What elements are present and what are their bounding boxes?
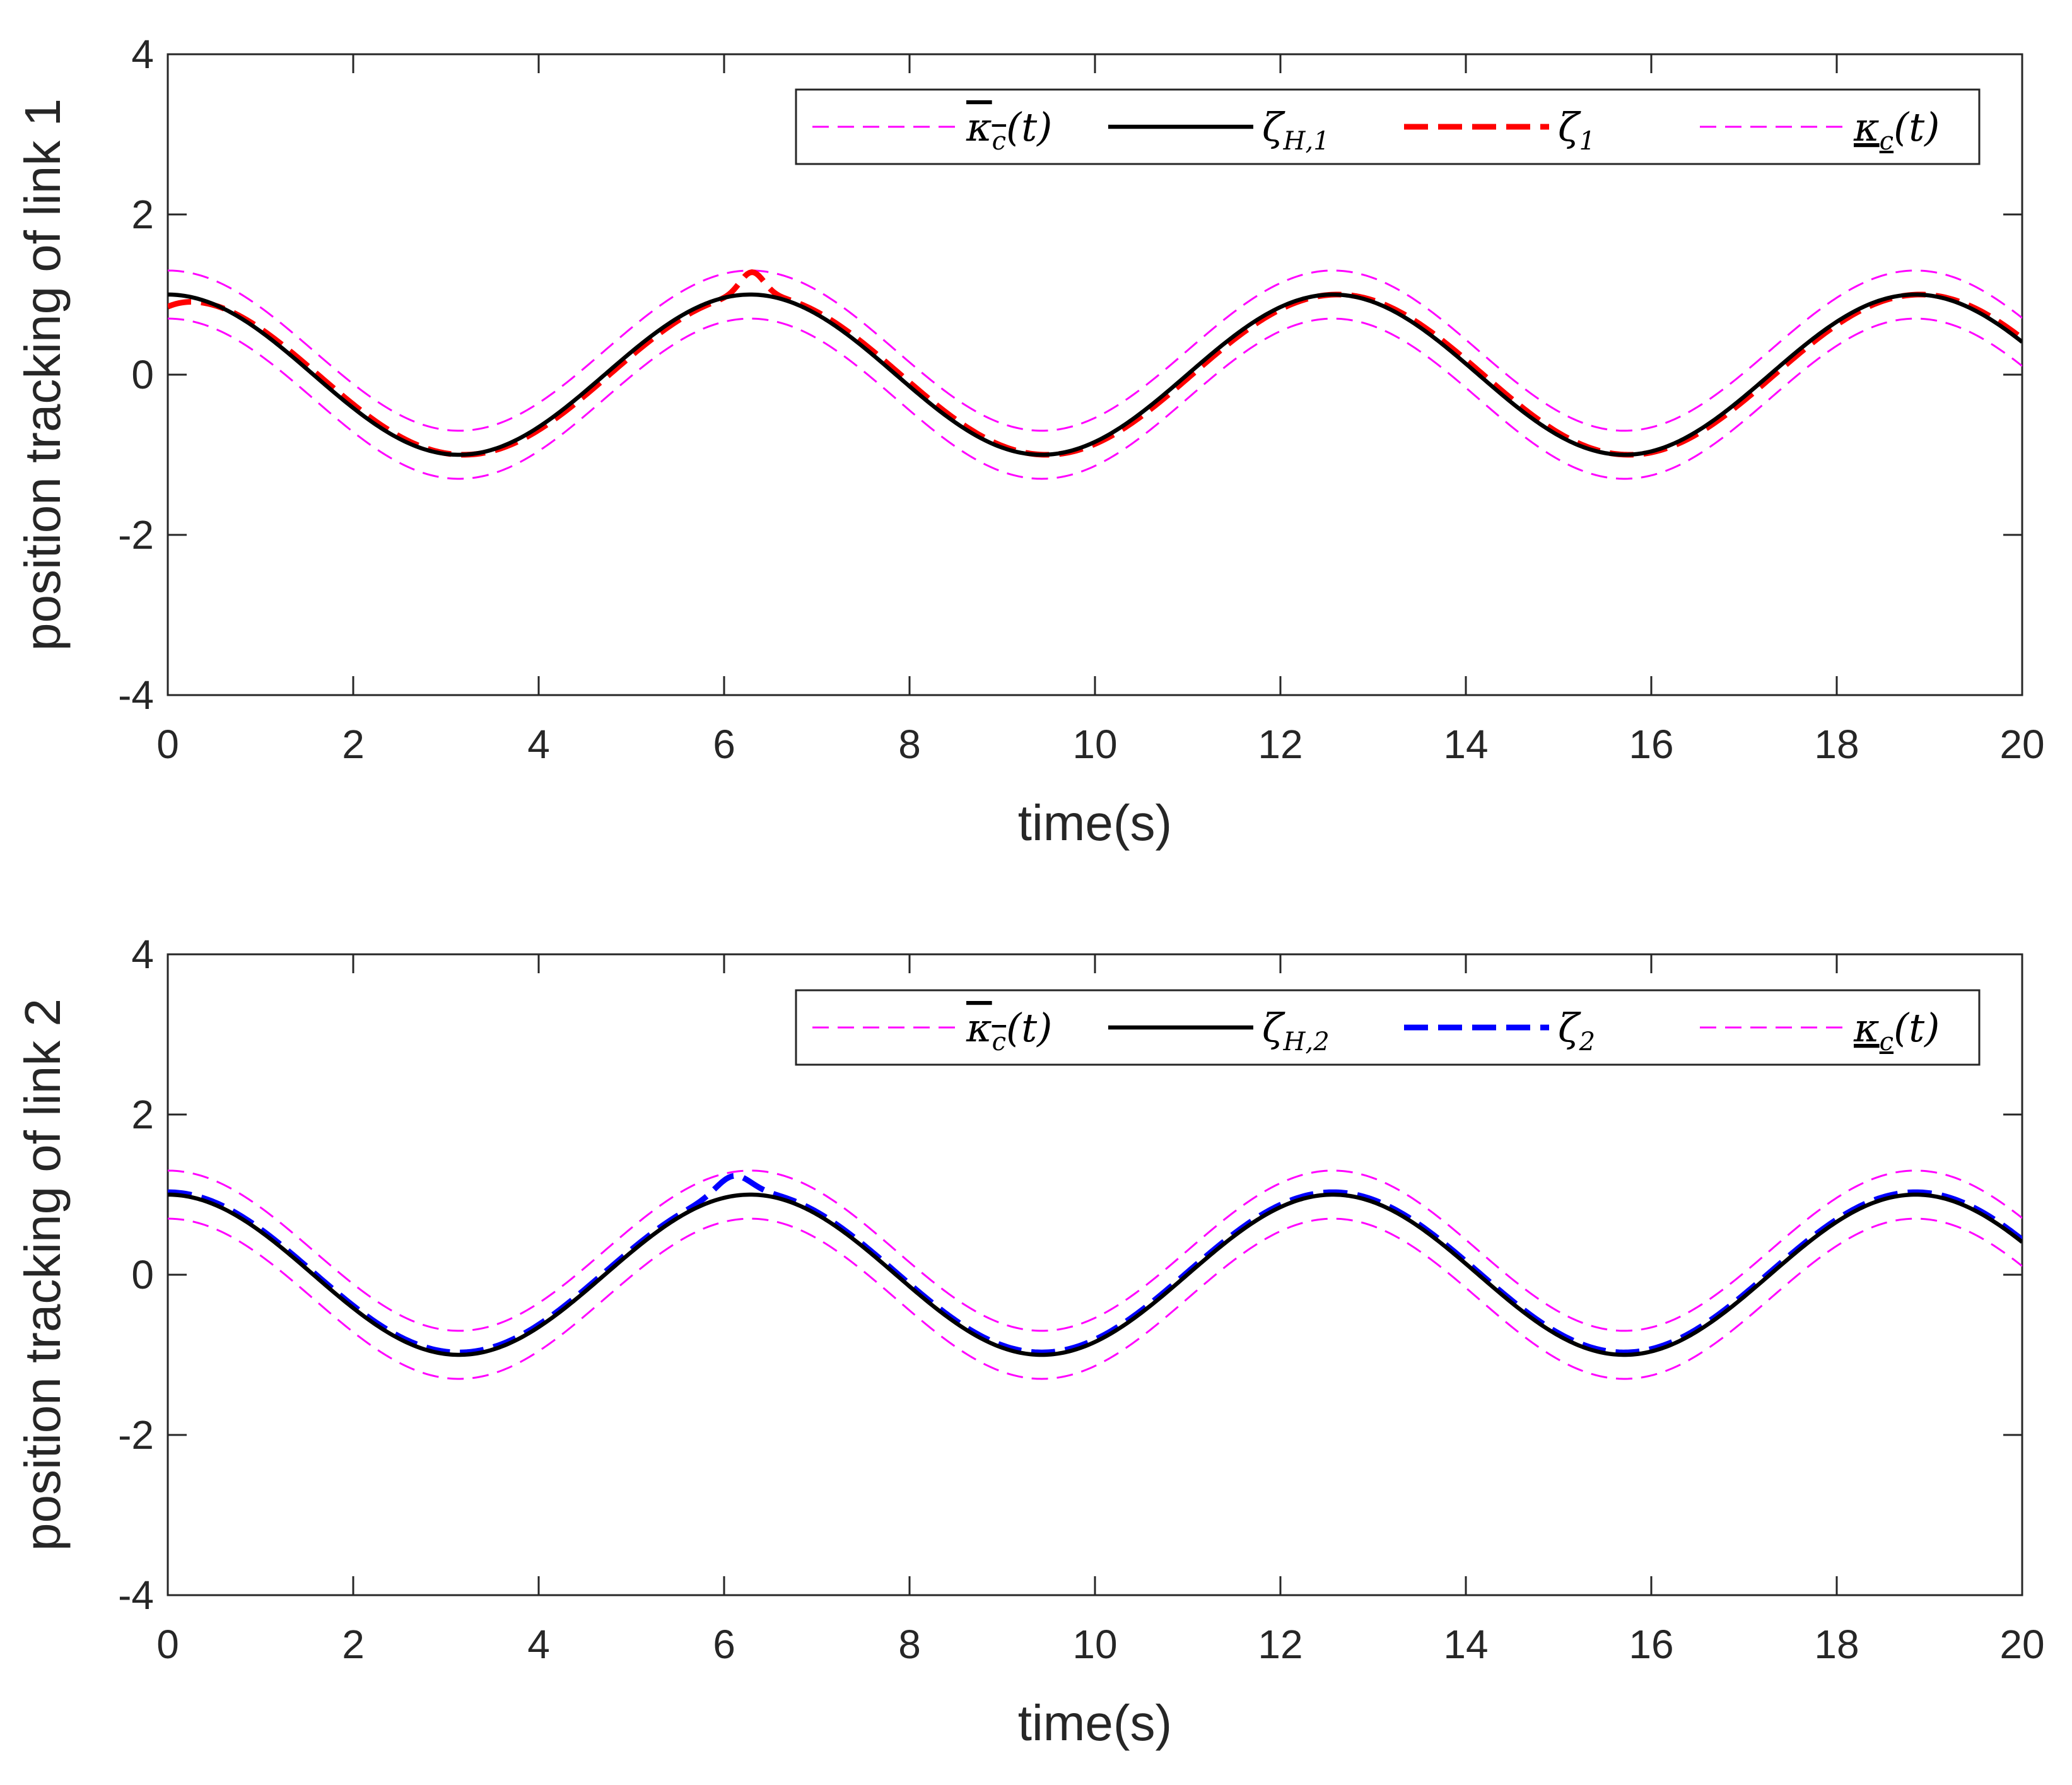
series-line-2 (168, 269, 2022, 458)
series-line-2 (168, 1173, 2022, 1355)
x-tick-label: 10 (1072, 722, 1117, 767)
x-tick-label: 12 (1258, 1622, 1302, 1667)
legend-label-3: κc(t) (1853, 1005, 1940, 1056)
y-tick-label: 4 (131, 932, 154, 977)
subplot-link-2: 0 2 4 6 8 10 12 14 16 18 20 -4 -2 0 2 4 time(s) position … (15, 932, 2045, 1751)
y-tick-label: 2 (131, 1092, 154, 1137)
y-tick-label: -4 (118, 1572, 154, 1618)
x-tick-label: 14 (1443, 722, 1488, 767)
legend-label-2: ζ1 (1558, 104, 1595, 156)
legend: κc(t) ζH,1 ζ1 κc(t) (795, 88, 1981, 165)
series-group (168, 269, 2022, 480)
x-tick-label: 12 (1258, 722, 1302, 767)
legend-label-1: ζH,2 (1262, 1005, 1330, 1056)
x-tick-label: 14 (1443, 1622, 1488, 1667)
y-tick-label: 0 (131, 352, 154, 397)
subplot-link-1: 0 2 4 6 8 10 12 14 16 18 20 -4 -2 0 2 4 time(s) position … (15, 32, 2045, 851)
x-tick-label: 8 (898, 722, 921, 767)
series-line-3 (168, 1217, 2022, 1380)
x-tick-label: 4 (527, 722, 550, 767)
series-group (168, 1169, 2022, 1380)
y-axis-label: position tracking of link 2 (15, 998, 71, 1551)
x-tick-label: 18 (1814, 722, 1859, 767)
y-tick-label: -2 (118, 512, 154, 558)
x-tick-label: 16 (1629, 1622, 1673, 1667)
y-axis-label: position tracking of link 1 (15, 98, 71, 651)
y-tick-label: 0 (131, 1252, 154, 1297)
x-tick-label: 2 (342, 1622, 365, 1667)
x-tick-label: 18 (1814, 1622, 1859, 1667)
x-tick-label: 20 (1999, 722, 2044, 767)
legend-label-0: κc(t) (966, 104, 1052, 156)
legend: κc(t) ζH,2 ζ2 κc(t) (795, 989, 1981, 1066)
series-line-1 (168, 1192, 2022, 1357)
y-tick-label: -4 (118, 672, 154, 718)
x-tick-label: 0 (156, 1622, 179, 1667)
x-tick-label: 0 (156, 722, 179, 767)
x-tick-label: 16 (1629, 722, 1673, 767)
x-axis-label: time(s) (1018, 795, 1172, 851)
x-tick-label: 6 (713, 722, 735, 767)
legend-label-3: κc(t) (1853, 104, 1940, 156)
legend-label-0: κc(t) (966, 1005, 1052, 1056)
series-line-0 (168, 269, 2022, 432)
series-line-0 (168, 1169, 2022, 1332)
x-tick-label: 2 (342, 722, 365, 767)
x-tick-label: 10 (1072, 1622, 1117, 1667)
y-tick-label: -2 (118, 1412, 154, 1458)
y-tick-label: 4 (131, 32, 154, 77)
x-tick-label: 6 (713, 1622, 735, 1667)
legend-label-2: ζ2 (1558, 1005, 1595, 1056)
x-tick-label: 20 (1999, 1622, 2044, 1667)
x-tick-label: 8 (898, 1622, 921, 1667)
y-tick-label: 2 (131, 192, 154, 237)
x-tick-label: 4 (527, 1622, 550, 1667)
legend-label-1: ζH,1 (1262, 104, 1330, 156)
series-line-3 (168, 317, 2022, 480)
x-axis-label: time(s) (1018, 1695, 1172, 1751)
series-line-1 (168, 292, 2022, 457)
